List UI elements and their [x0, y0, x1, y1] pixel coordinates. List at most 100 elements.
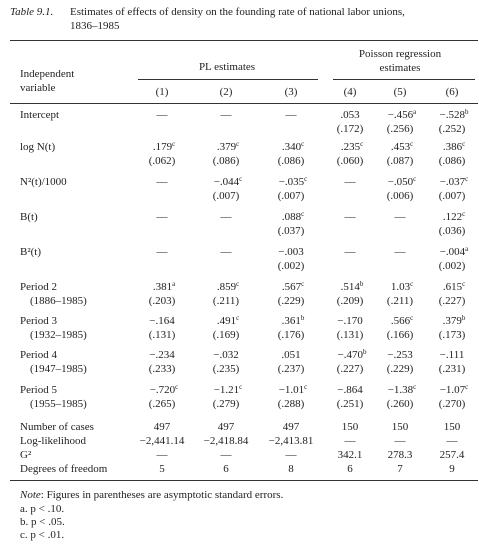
row-sublabel: (1955–1985) [30, 398, 87, 410]
footnote: c. p < .01. [20, 529, 65, 541]
cell: (.288) [277, 398, 305, 410]
cell: −.720c [150, 384, 179, 397]
row-label: Period 2 [20, 281, 57, 293]
cell-value: .179 [152, 141, 173, 153]
cell: (.265) [148, 398, 176, 410]
cell: .859c [217, 281, 239, 294]
cell: (.279) [212, 398, 240, 410]
cell: .122c [443, 211, 465, 224]
cell-value: −.035 [278, 176, 305, 188]
cell: −.003 [278, 246, 304, 258]
significance-mark: c [360, 140, 364, 148]
cell: — [446, 435, 458, 447]
significance-mark: c [236, 140, 240, 148]
cell: .179c [153, 141, 175, 154]
cell: (.037) [277, 225, 305, 237]
row-label: Period 3 [20, 315, 57, 327]
row-label: Period 4 [20, 349, 57, 361]
cell: 497 [153, 421, 171, 433]
significance-mark: c [465, 383, 469, 391]
row-label: Degrees of freedom [20, 463, 108, 475]
cell: .566c [391, 315, 413, 328]
cell-value: −1.01 [278, 384, 305, 396]
rule [10, 103, 478, 104]
cell: (.252) [438, 123, 466, 135]
row-label: B²(t) [20, 246, 42, 258]
cell-value: .453 [390, 141, 411, 153]
cell-value: 1.03 [390, 281, 411, 293]
cell: — [344, 246, 356, 258]
cell-value: .340 [281, 141, 302, 153]
row-label: Log-likelihood [20, 435, 86, 447]
cell: (.209) [336, 295, 364, 307]
cell: (.172) [336, 123, 364, 135]
note-text: : Figures in parentheses are asymptotic … [40, 489, 284, 501]
cell: −.456a [388, 109, 417, 122]
row-label: N²(t)/1000 [20, 176, 67, 188]
cell: .340c [282, 141, 304, 154]
cell: (.229) [277, 295, 305, 307]
cell-value: .514 [340, 281, 360, 293]
cell: (.007) [438, 190, 466, 202]
footnote: a. p < .10. [20, 503, 65, 515]
caption-number: Table 9.1. [10, 6, 54, 18]
row-label: Period 5 [20, 384, 57, 396]
cell: .379b [443, 315, 466, 328]
cell-value: .566 [390, 315, 411, 327]
cell: (.176) [277, 329, 305, 341]
column-header: (1) [155, 86, 169, 98]
cell: 8 [288, 463, 294, 475]
cell: 150 [391, 421, 409, 433]
cell-value: −.456 [387, 109, 414, 121]
footnote: b. p < .05. [20, 516, 65, 528]
cell-value: −1.21 [213, 384, 240, 396]
cell: (.131) [336, 329, 364, 341]
cell-value: −1.38 [387, 384, 414, 396]
cell: −.528b [440, 109, 469, 122]
column-header: (6) [445, 86, 459, 98]
cell: (.060) [336, 155, 364, 167]
significance-mark: c [462, 280, 466, 288]
cell: (.131) [148, 329, 176, 341]
rule [10, 40, 478, 41]
significance-mark: c [304, 383, 308, 391]
cell: — [285, 449, 297, 461]
cell: — [394, 246, 406, 258]
significance-mark: b [461, 314, 466, 322]
cell: (.002) [277, 260, 305, 272]
cell: 150 [443, 421, 461, 433]
cell-value: .381 [152, 281, 173, 293]
cell-value: .088 [281, 211, 302, 223]
cell: (.231) [438, 363, 466, 375]
cell: 497 [217, 421, 235, 433]
cell: — [156, 246, 168, 258]
cell: −1.21c [214, 384, 243, 397]
cell: (.086) [277, 155, 305, 167]
cell: (.169) [212, 329, 240, 341]
cell: — [344, 211, 356, 223]
column-header: (3) [284, 86, 298, 98]
cell: (.233) [148, 363, 176, 375]
significance-mark: a [172, 280, 176, 288]
rule [333, 79, 475, 80]
cell: — [220, 246, 232, 258]
note: Note: Figures in parentheses are asympto… [20, 489, 283, 502]
cell: (.211) [386, 295, 414, 307]
cell: (.260) [386, 398, 414, 410]
row-sublabel: (1932–1985) [30, 329, 87, 341]
cell: .053 [340, 109, 360, 121]
significance-mark: b [300, 314, 305, 322]
cell: −.004a [440, 246, 469, 259]
cell: — [156, 109, 168, 121]
significance-mark: c [301, 140, 305, 148]
cell-value: .491 [216, 315, 237, 327]
cell: .386c [443, 141, 465, 154]
cell: (.007) [212, 190, 240, 202]
significance-mark: a [413, 108, 417, 116]
row-label: B(t) [20, 211, 38, 223]
significance-mark: b [359, 280, 364, 288]
cell-value: −.004 [439, 246, 466, 258]
significance-mark: c [301, 210, 305, 218]
cell-value: .567 [281, 281, 302, 293]
